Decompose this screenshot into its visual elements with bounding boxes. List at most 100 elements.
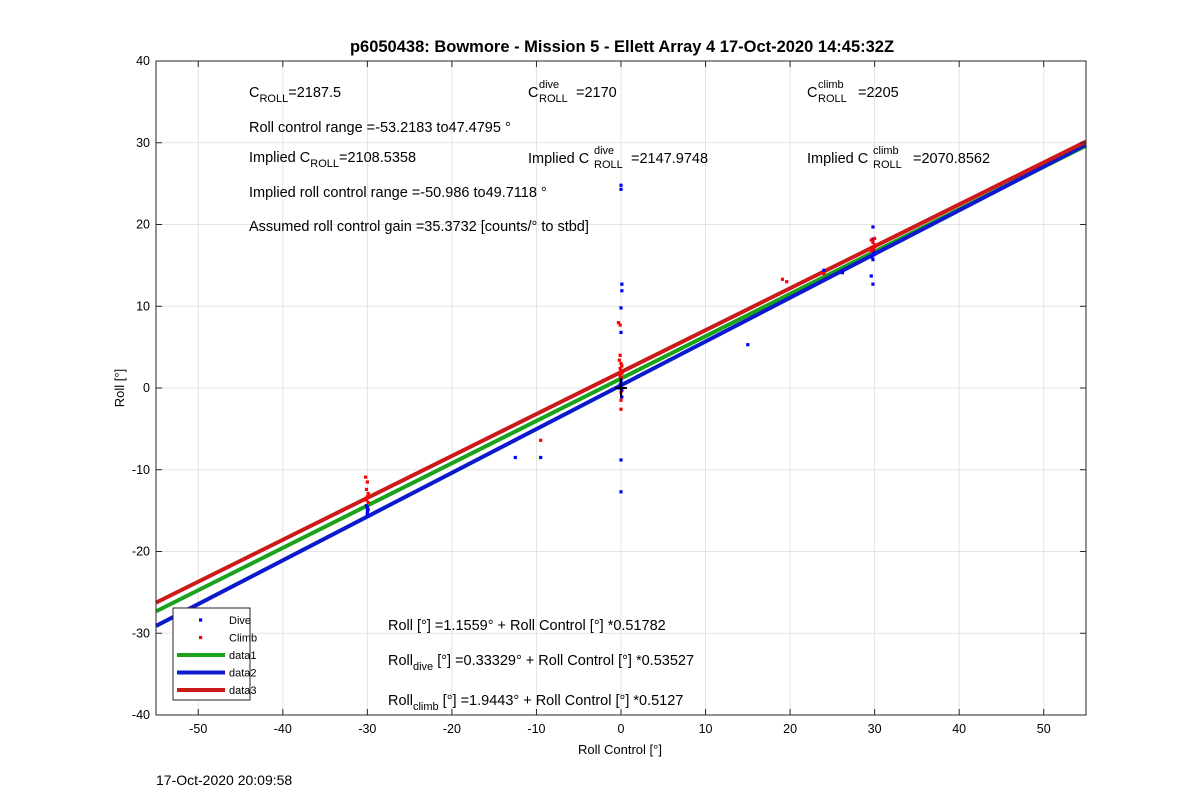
point-climb — [619, 369, 623, 373]
x-tick-label: 40 — [952, 722, 966, 736]
y-tick-label: 30 — [136, 136, 150, 150]
point-climb — [618, 353, 622, 357]
legend-marker-climb — [199, 635, 203, 640]
x-tick-label: -20 — [443, 722, 461, 736]
point-dive — [620, 282, 624, 286]
point-dive — [822, 268, 826, 272]
legend: Dive Climb data1 data2 data3 — [172, 607, 257, 701]
point-climb — [869, 249, 873, 253]
point-dive — [619, 490, 623, 494]
point-dive — [365, 505, 369, 509]
point-dive — [365, 511, 369, 515]
point-climb — [365, 495, 369, 499]
point-dive — [870, 255, 874, 259]
point-climb — [780, 277, 785, 281]
point-dive — [620, 289, 624, 293]
x-tick-label: 10 — [699, 722, 713, 736]
x-tick-label: 20 — [783, 722, 797, 736]
y-tick-label: -20 — [132, 545, 150, 559]
legend-marker-dive — [199, 618, 203, 622]
y-tick-label: 0 — [143, 381, 150, 395]
point-dive — [366, 508, 370, 512]
legend-label: data1 — [229, 650, 257, 662]
point-climb — [873, 243, 877, 247]
point-climb — [364, 498, 369, 502]
point-climb — [620, 371, 624, 375]
point-climb — [869, 238, 873, 242]
point-dive — [840, 271, 845, 275]
point-climb — [616, 321, 621, 325]
point-climb — [618, 374, 622, 378]
fit-equation-dive: Rolldive [°] =0.33329° + Roll Control [°… — [388, 653, 694, 673]
point-dive — [872, 253, 876, 257]
point-climb — [619, 407, 623, 411]
assumed-roll-control-gain: Assumed roll control gain =35.3732 [coun… — [249, 219, 589, 235]
c-roll-dive-annotation: Cdive ROLL =2170 — [528, 79, 617, 105]
point-dive — [869, 274, 873, 278]
point-climb — [364, 487, 369, 491]
legend-label: Dive — [229, 615, 251, 627]
y-tick-label: -30 — [132, 626, 150, 640]
y-axis-label: Roll [°] — [112, 369, 127, 407]
implied-c-roll: Implied CROLL=2108.5358 — [249, 150, 416, 170]
x-tick-label: 0 — [618, 722, 625, 736]
y-tick-label: 10 — [136, 299, 150, 313]
point-dive — [619, 183, 623, 187]
point-dive — [539, 455, 543, 460]
legend-label: data3 — [229, 685, 257, 697]
point-dive — [872, 250, 876, 254]
tick-labels: -50 -40 -30 -20 -10 0 10 20 30 40 50 -40 -30 -20 -10 0 1… — [132, 54, 1086, 736]
point-climb — [822, 271, 826, 276]
roll-control-range: Roll control range =-53.2183 to47.4795 ° — [249, 120, 511, 136]
point-dive — [619, 187, 623, 191]
point-climb — [873, 236, 877, 240]
point-climb — [619, 361, 623, 366]
point-dive — [365, 513, 369, 517]
point-climb — [539, 438, 543, 442]
chart-title: p6050438: Bowmore - Mission 5 - Ellett A… — [350, 38, 894, 56]
point-dive — [871, 225, 875, 229]
x-tick-label: -10 — [527, 722, 545, 736]
point-dive — [619, 330, 623, 335]
point-dive — [871, 258, 875, 262]
footer-timestamp: 17-Oct-2020 20:09:58 — [156, 772, 293, 788]
x-tick-label: -40 — [274, 722, 292, 736]
point-climb — [366, 500, 370, 505]
implied-roll-control-range: Implied roll control range =-50.986 to49… — [249, 185, 547, 201]
y-tick-label: 20 — [136, 218, 150, 232]
x-tick-label: -30 — [358, 722, 376, 736]
point-climb — [618, 366, 622, 370]
point-dive — [871, 237, 875, 241]
point-dive — [619, 458, 623, 462]
point-climb — [871, 240, 875, 245]
point-dive — [871, 282, 875, 286]
point-climb — [870, 245, 874, 249]
c-roll-climb-annotation: Cclimb ROLL =2205 — [807, 79, 899, 105]
point-dive — [513, 455, 517, 460]
c-roll-annotation: CROLL=2187.5 — [249, 85, 341, 105]
point-dive — [746, 343, 750, 347]
y-tick-label: -10 — [132, 463, 150, 477]
point-climb — [618, 323, 622, 327]
point-climb — [364, 475, 368, 479]
point-dive — [619, 306, 623, 310]
scatter-points — [364, 183, 877, 517]
point-climb — [365, 480, 369, 484]
legend-label: Climb — [229, 633, 257, 645]
point-climb — [619, 375, 623, 379]
x-tick-label: 30 — [868, 722, 882, 736]
x-tick-label: -50 — [189, 722, 207, 736]
point-climb — [872, 247, 876, 251]
point-climb — [620, 364, 624, 368]
point-dive — [364, 504, 369, 508]
fit-equation-all: Roll [°] =1.1559° + Roll Control [°] *0.… — [388, 618, 666, 634]
point-climb — [785, 280, 789, 284]
fit-equation-climb: Rollclimb [°] =1.9443° + Roll Control [°… — [388, 693, 683, 713]
x-tick-label: 50 — [1037, 722, 1051, 736]
y-tick-label: 40 — [136, 54, 150, 68]
point-climb — [366, 491, 370, 496]
point-climb — [619, 398, 623, 402]
